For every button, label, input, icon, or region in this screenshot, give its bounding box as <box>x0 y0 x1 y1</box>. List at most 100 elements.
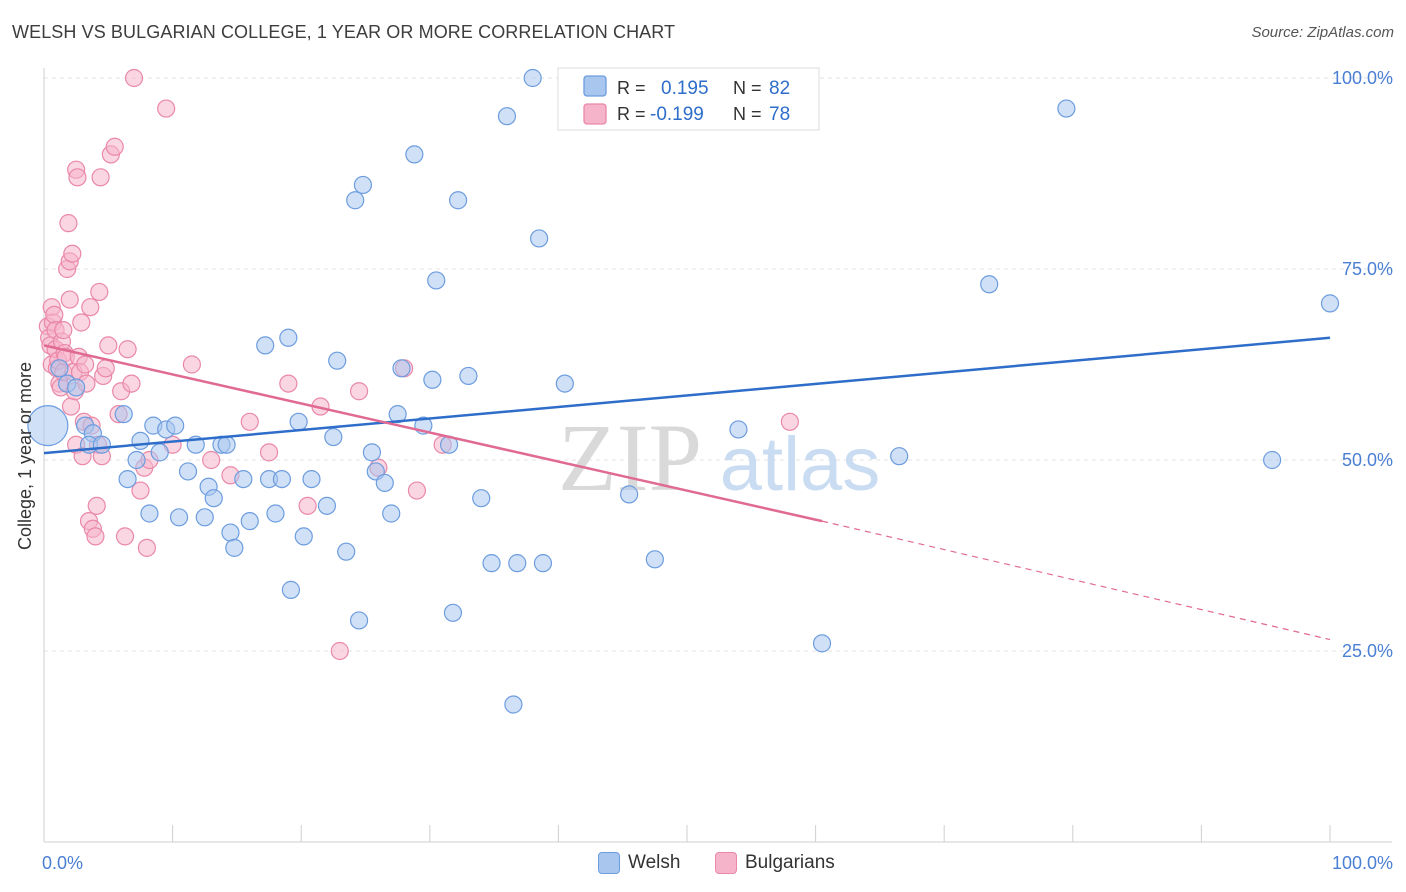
welsh-point-34 <box>281 580 301 599</box>
bulgarians-point-47 <box>96 359 115 378</box>
welsh-point-50 <box>392 359 411 378</box>
welsh-point-3 <box>67 378 86 397</box>
welsh-point-35 <box>289 412 308 431</box>
legend-stats: R = 0.195 N = 82 R = -0.199 N = 78 <box>557 67 820 131</box>
welsh-point-24 <box>217 435 236 454</box>
welsh-point-22 <box>204 489 223 508</box>
bulgarians-point-75 <box>407 481 427 500</box>
series-welsh-points <box>27 68 1340 714</box>
bulgarians-point-40 <box>86 527 105 546</box>
welsh-point-28 <box>240 512 259 531</box>
welsh-point-37 <box>302 470 321 489</box>
axes <box>43 68 1392 843</box>
bulgarians-point-72 <box>349 382 369 401</box>
bulgarians-point-44 <box>91 168 110 187</box>
bulgarians-point-55 <box>122 374 141 393</box>
grid-lines <box>44 77 1392 652</box>
bulgarians-point-37 <box>81 298 100 317</box>
welsh-point-39 <box>324 427 343 447</box>
welsh-point-42 <box>346 191 365 210</box>
welsh-point-71 <box>729 420 748 439</box>
bulgarians-point-50 <box>105 137 124 156</box>
welsh-point-69 <box>620 485 639 504</box>
welsh-point-47 <box>375 473 394 493</box>
welsh-point-53 <box>423 370 442 389</box>
bulgarians-point-31 <box>72 313 91 332</box>
bulgarians-point-41 <box>87 496 106 515</box>
bulgarians-trend-line <box>43 344 823 523</box>
x-tick-label-0: 0.0% <box>42 853 83 873</box>
y-tick-label-75: 75.0% <box>1342 259 1393 279</box>
bulgarians-point-53 <box>115 527 135 546</box>
legend-welsh-label: Welsh <box>628 852 681 873</box>
legend-welsh-r-value: 0.195 <box>661 78 709 99</box>
welsh-point-9 <box>118 470 137 489</box>
welsh-point-63 <box>508 554 527 573</box>
welsh-point-20 <box>195 508 214 527</box>
bulgarians-point-57 <box>131 481 150 500</box>
welsh-point-58 <box>459 366 478 386</box>
legend-item-bulgarians[interactable]: Bulgarians <box>715 852 835 874</box>
welsh-point-15 <box>166 416 185 435</box>
bulgarians-point-19 <box>59 214 78 233</box>
welsh-point-48 <box>382 504 401 523</box>
legend-welsh-swatch <box>583 75 607 97</box>
welsh-point-60 <box>482 554 501 573</box>
welsh-point-54 <box>427 271 446 290</box>
legend-bulgarians-r-value: -0.199 <box>650 104 704 125</box>
welsh-point-17 <box>169 508 189 527</box>
welsh-point-43 <box>349 611 369 630</box>
legend-bulgarians-swatch-bottom <box>715 852 737 874</box>
welsh-point-29 <box>256 336 275 355</box>
trend-lines <box>43 336 1331 641</box>
bulgarians-point-68 <box>279 374 298 393</box>
y-axis-label: College, 1 year or more <box>15 362 35 550</box>
legend-item-welsh[interactable]: Welsh <box>598 852 680 874</box>
welsh-point-76 <box>1263 450 1282 470</box>
bulgarians-point-14 <box>54 321 73 340</box>
welsh-point-74 <box>980 275 999 294</box>
welsh-point-49 <box>388 405 407 424</box>
welsh-point-70 <box>645 550 664 569</box>
welsh-point-26 <box>225 538 244 557</box>
welsh-point-62 <box>504 695 523 714</box>
welsh-point-1 <box>50 359 69 378</box>
bulgarians-point-69 <box>298 496 317 515</box>
welsh-point-75 <box>1057 99 1076 118</box>
welsh-point-72 <box>812 634 832 653</box>
bulgarians-point-66 <box>240 412 259 431</box>
welsh-point-10 <box>131 431 150 450</box>
legend-welsh-swatch-bottom <box>598 852 620 874</box>
welsh-point-33 <box>279 328 298 347</box>
tick-labels: 25.0% 50.0% 75.0% 100.0% 0.0% 100.0% <box>42 68 1393 873</box>
welsh-point-32 <box>272 470 292 489</box>
welsh-point-16 <box>140 504 159 523</box>
welsh-point-11 <box>127 450 146 470</box>
welsh-point-25 <box>221 523 240 542</box>
legend-bulgarians-r-label: R = <box>617 104 646 124</box>
y-tick-label-50: 50.0% <box>1342 450 1393 470</box>
welsh-point-18 <box>178 462 198 481</box>
legend-welsh-r-label: R = <box>617 78 646 98</box>
welsh-point-59 <box>472 489 491 508</box>
legend-series: Welsh Bulgarians <box>0 852 1406 878</box>
bulgarians-point-43 <box>90 282 109 302</box>
welsh-point-13 <box>150 443 169 462</box>
bulgarians-point-48 <box>99 336 118 355</box>
welsh-trend-line <box>43 336 1331 455</box>
welsh-point-77 <box>1320 294 1340 313</box>
welsh-point-40 <box>328 351 347 370</box>
welsh-point-0 <box>27 405 69 447</box>
welsh-point-38 <box>317 496 337 515</box>
welsh-point-7 <box>92 435 111 454</box>
welsh-point-56 <box>443 603 463 622</box>
bulgarians-point-61 <box>157 99 176 118</box>
watermark: ZIP atlas <box>558 404 880 511</box>
bulgarians-point-54 <box>118 340 137 359</box>
source-credit: Source: ZipAtlas.com <box>1251 24 1394 41</box>
bulgarians-point-28 <box>68 168 87 187</box>
welsh-point-36 <box>294 527 313 546</box>
welsh-point-8 <box>114 405 133 424</box>
y-tick-label-25: 25.0% <box>1342 641 1393 661</box>
welsh-point-57 <box>448 191 468 210</box>
